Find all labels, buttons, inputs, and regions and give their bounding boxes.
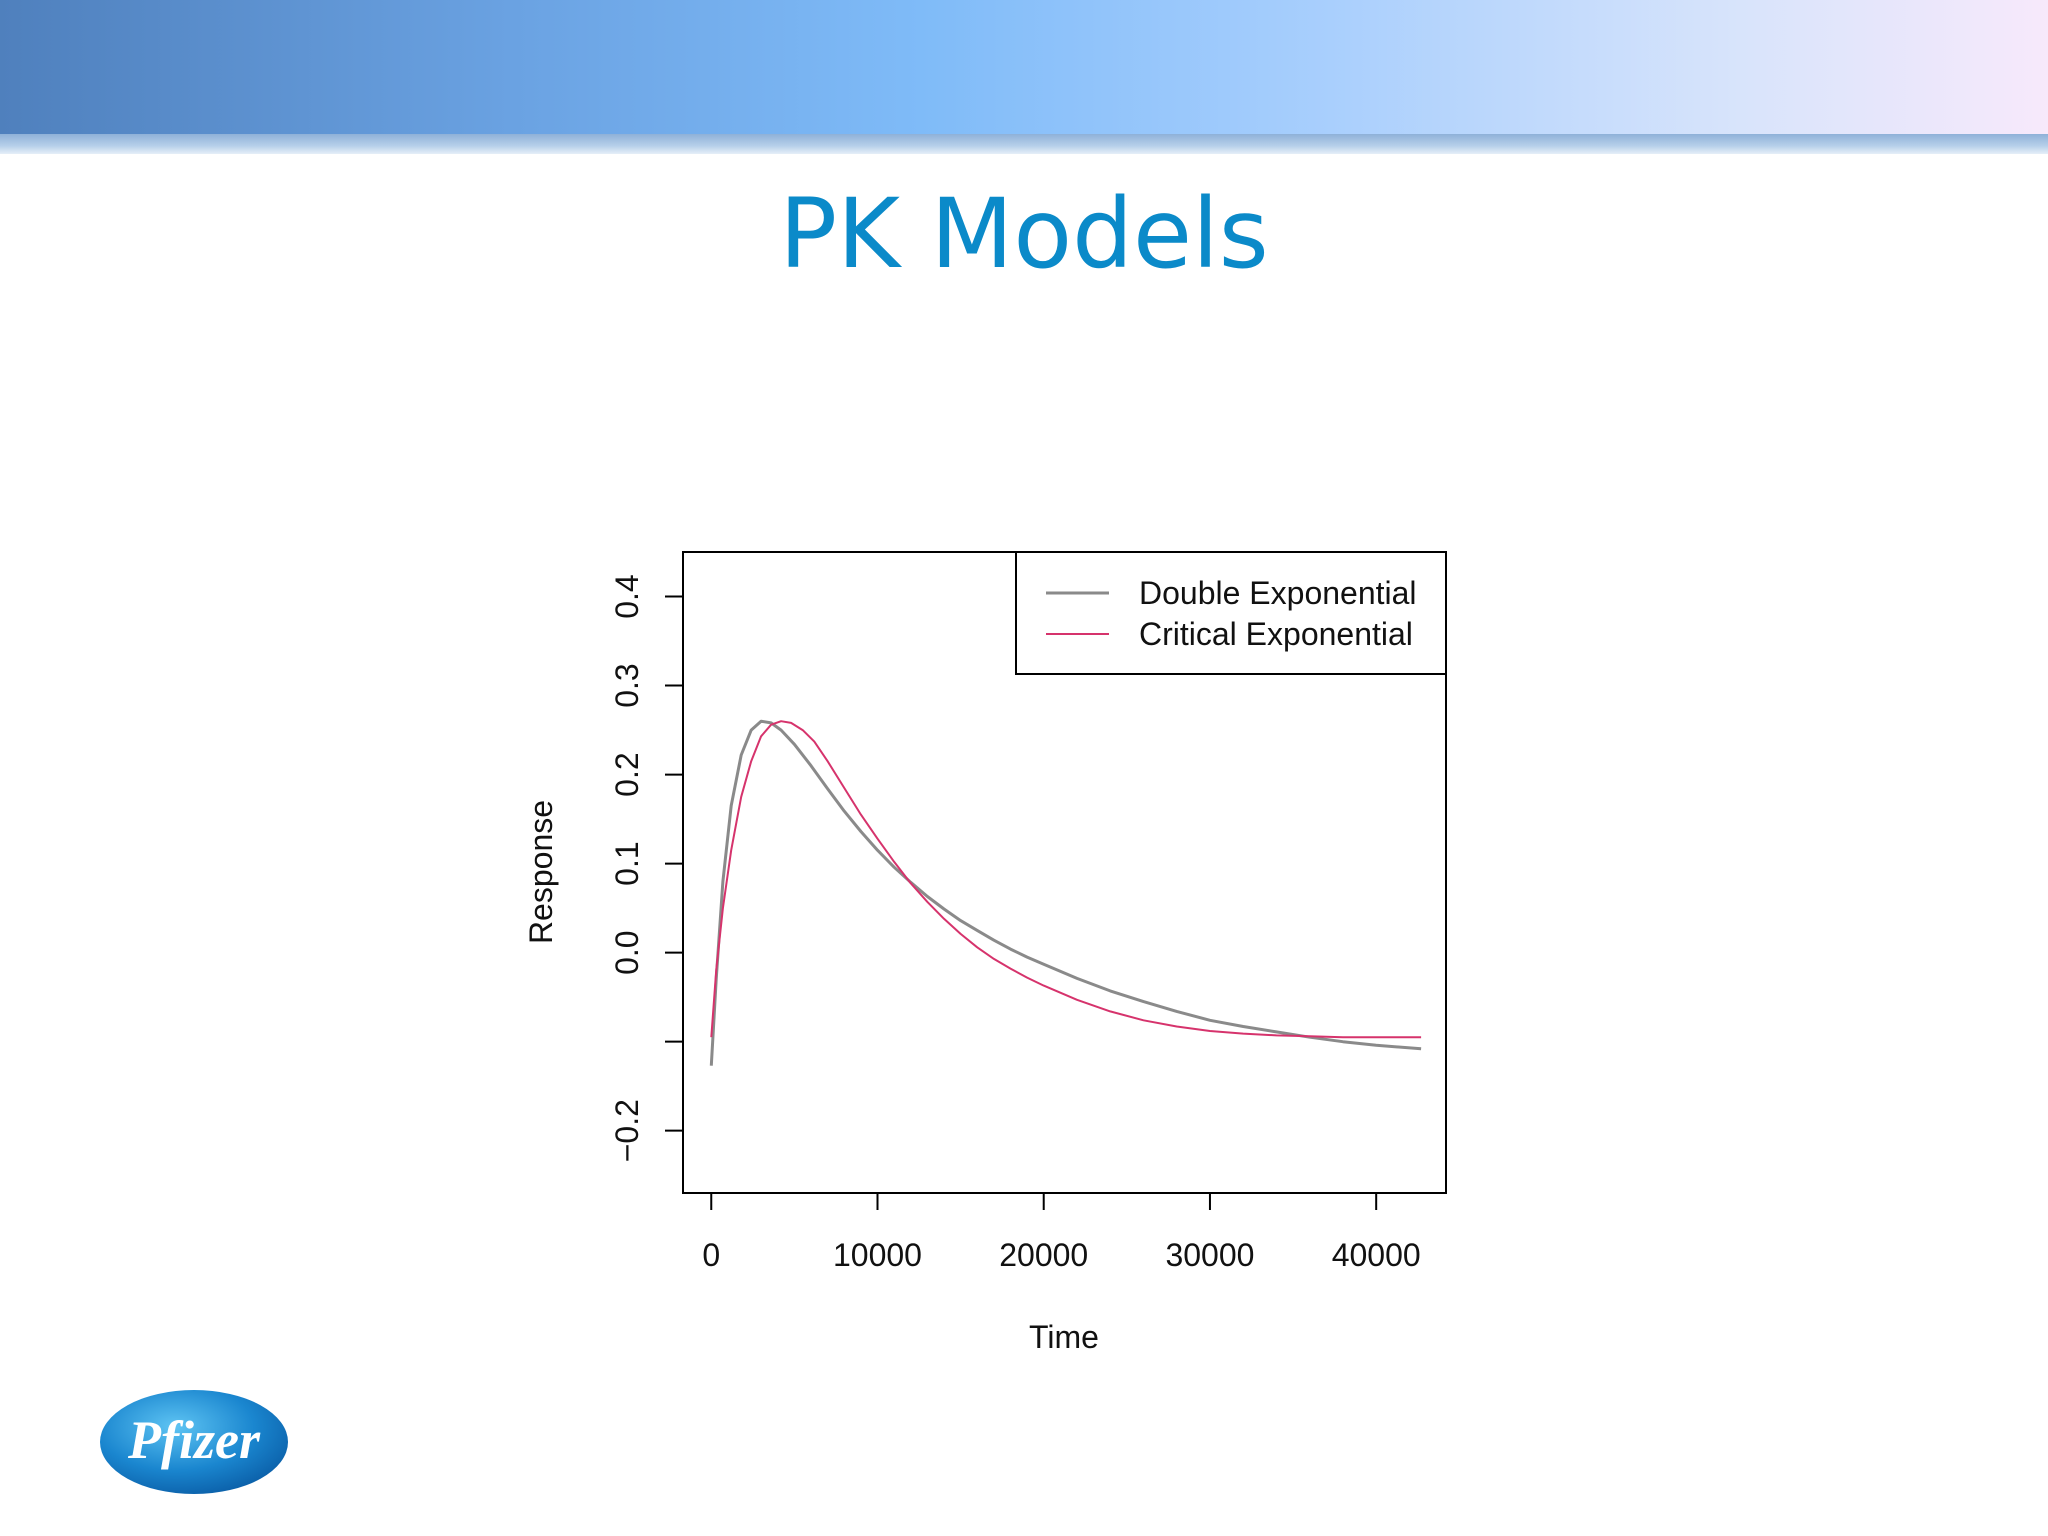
series-line-2 [710,720,1422,1039]
header-banner [0,0,2048,134]
legend-label: Double Exponential [1139,575,1417,611]
y-axis: −0.2 0.0 0.1 0.2 0.3 0.4 [609,574,684,1162]
x-tick-label: 0 [702,1237,720,1273]
svg-text:Pfizer: Pfizer [127,1410,261,1470]
y-tick-label: −0.2 [609,1099,645,1162]
legend: Double Exponential Critical Exponential [1015,551,1447,675]
x-axis: 0 10000 20000 30000 40000 [702,1192,1421,1273]
x-tick-label: 40000 [1332,1237,1421,1273]
legend-box [1015,551,1447,675]
series-line-1 [709,719,1422,1066]
x-tick-label: 20000 [999,1237,1088,1273]
x-axis-label: Time [1029,1319,1099,1355]
header-banner-shadow [0,134,2048,154]
y-tick-label: 0.2 [609,752,645,796]
y-axis-label: Response [523,800,559,944]
series-layer [709,719,1422,1066]
x-tick-label: 30000 [1165,1237,1254,1273]
y-tick-label: 0.1 [609,841,645,885]
y-tick-label: 0.3 [609,663,645,707]
slide-title: PK Models [779,178,1269,290]
legend-label: Critical Exponential [1139,616,1413,652]
y-tick-label: 0.4 [609,574,645,618]
x-tick-label: 10000 [833,1237,922,1273]
y-tick-label: 0.0 [609,930,645,974]
pfizer-logo: Pfizer [100,1390,288,1494]
